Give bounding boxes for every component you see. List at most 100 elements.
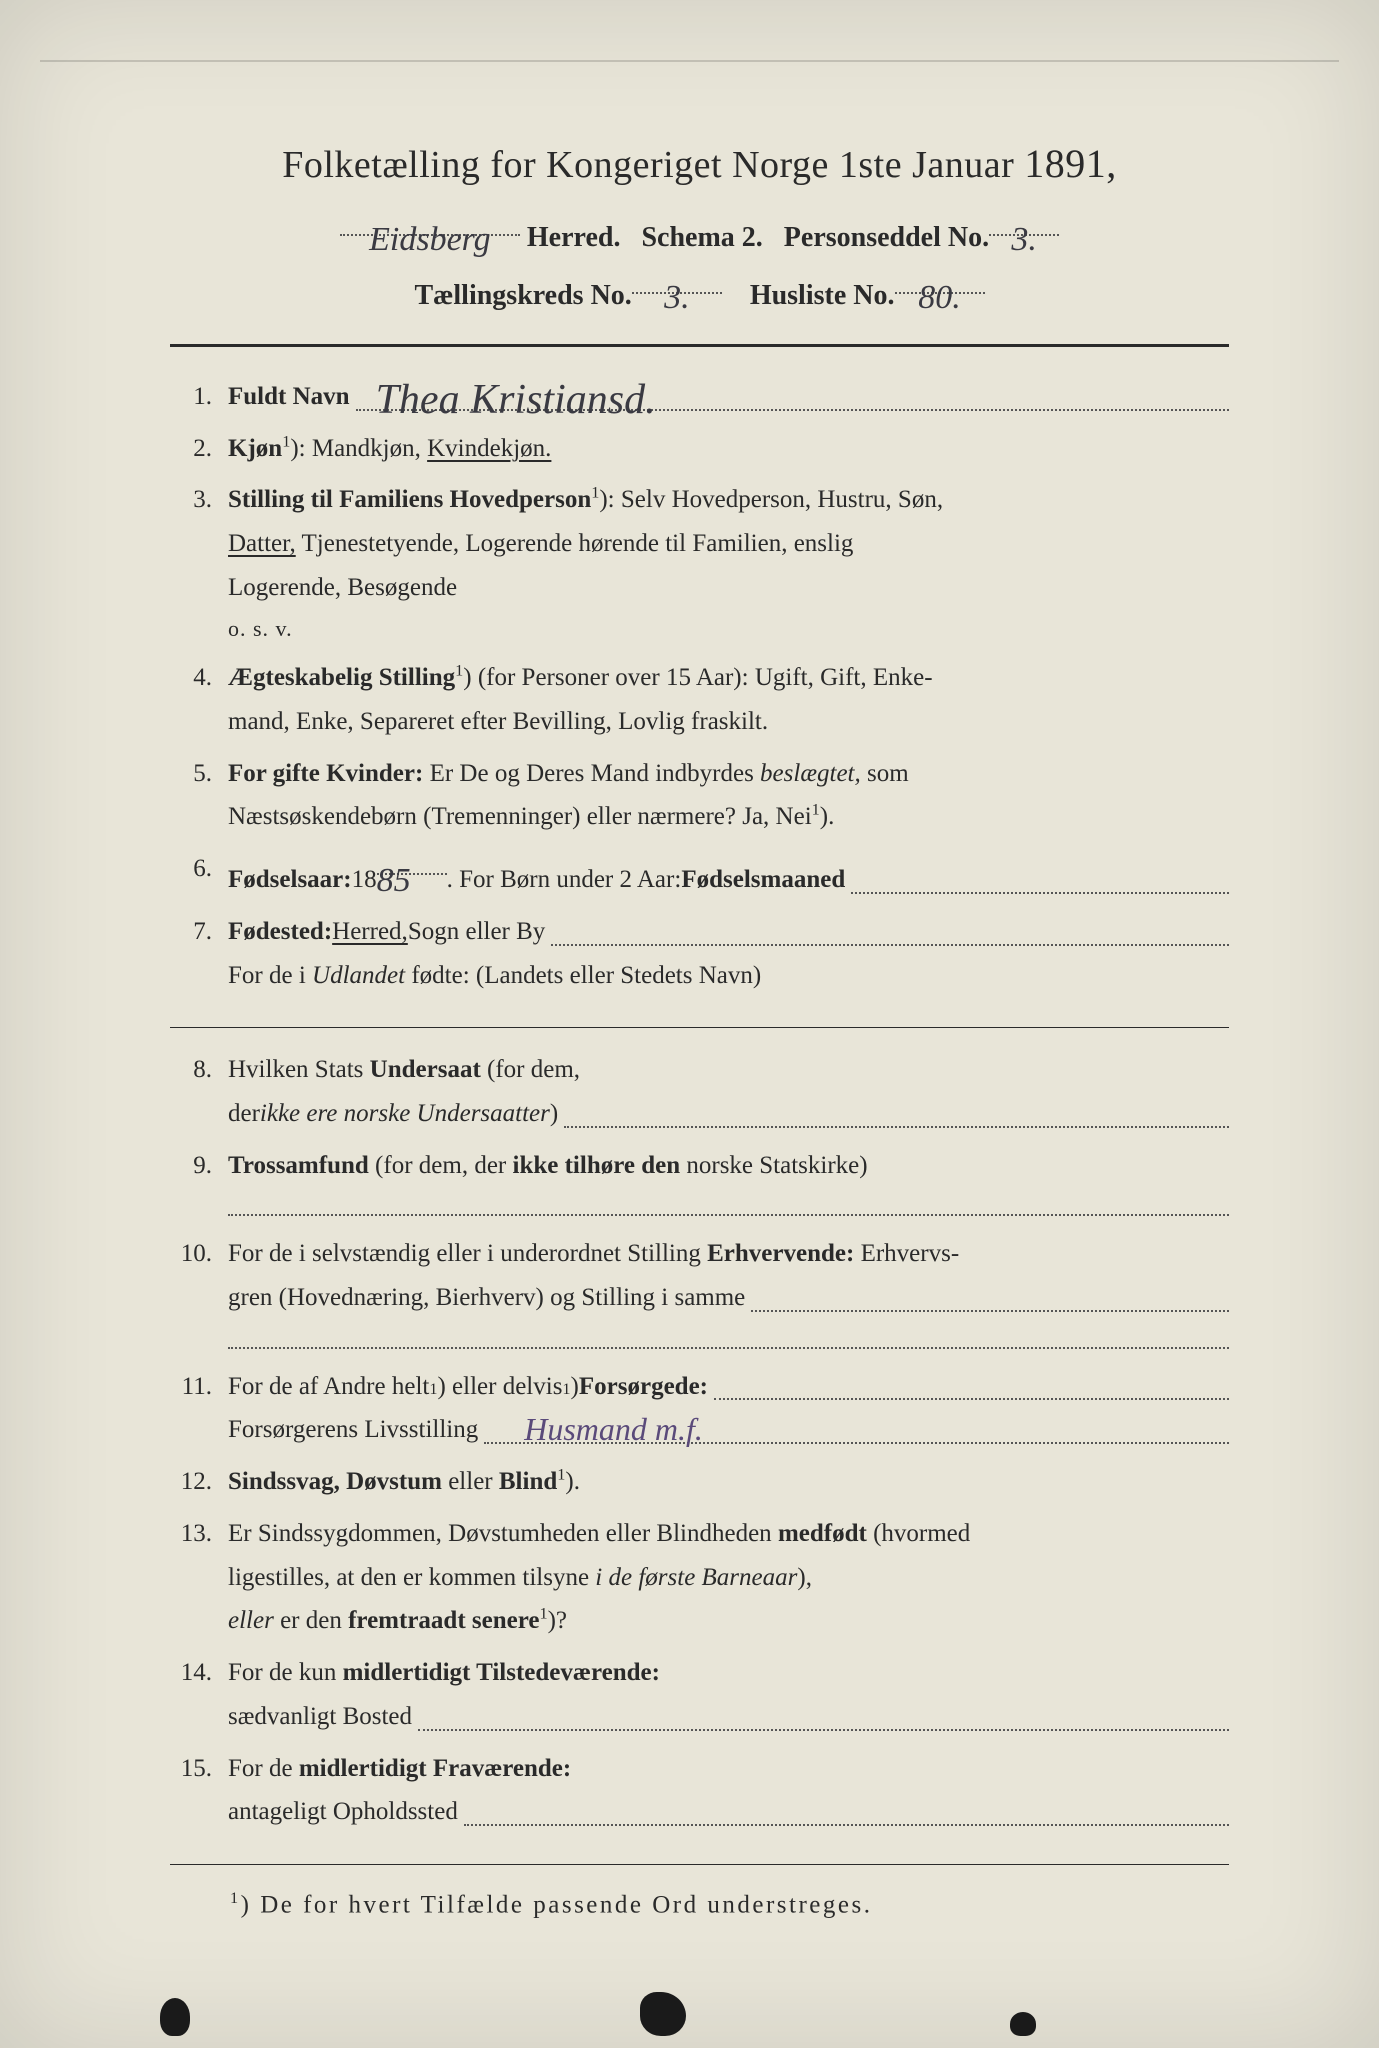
field-label: Erhvervende: — [707, 1240, 854, 1267]
row-11-provider: 11. For de af Andre helt1) eller delvis1… — [170, 1365, 1229, 1453]
text: som — [861, 760, 909, 787]
sup: 1 — [562, 1375, 570, 1403]
husliste-label: Husliste No. — [750, 280, 895, 311]
row-body: Er Sindssygdommen, Døvstumheden eller Bl… — [228, 1512, 1229, 1643]
field-label: Trossamfund — [228, 1152, 369, 1179]
field-label: Fødested: — [228, 910, 332, 954]
line: For de midlertidigt Fraværende: — [228, 1747, 1229, 1791]
text: ): Mandkjøn, — [290, 435, 427, 462]
line: Fødested: Herred, Sogn eller By — [228, 910, 1229, 954]
line: For de i selvstændig eller i underordnet… — [228, 1232, 1229, 1276]
row-body: Sindssvag, Døvstum eller Blind1). — [228, 1460, 1229, 1504]
header-line-3: Tællingskreds No.3. Husliste No.80. — [170, 263, 1229, 321]
row-body: For gifte Kvinder: Er De og Deres Mand i… — [228, 752, 1229, 840]
line: Hvilken Stats Undersaat (for dem, — [228, 1048, 1229, 1092]
bold: ikke tilhøre den — [513, 1152, 681, 1179]
row-body: For de kun midlertidigt Tilstedeværende:… — [228, 1651, 1229, 1739]
italic: Udlandet — [312, 962, 405, 989]
footer-divider — [170, 1864, 1229, 1865]
text: ) (for Personer over 15 Aar): Ugift, Gif… — [463, 664, 932, 691]
form-header: Folketælling for Kongeriget Norge 1ste J… — [170, 140, 1229, 322]
text: (for dem, der — [369, 1152, 513, 1179]
form-rows: 1. Fuldt Navn Thea Kristiansd. 2. Kjøn1)… — [170, 375, 1229, 1834]
row-num: 8. — [170, 1048, 228, 1092]
line: Datter, Tjenestetyende, Logerende hørend… — [228, 522, 1229, 566]
row-num: 2. — [170, 427, 228, 471]
paper-damage-icon — [1010, 2012, 1036, 2036]
row-3-relation: 3. Stilling til Familiens Hovedperson1):… — [170, 478, 1229, 648]
text: Er De og Deres Mand indbyrdes — [423, 760, 760, 787]
name-value: Thea Kristiansd. — [376, 364, 656, 438]
row-12-disability: 12. Sindssvag, Døvstum eller Blind1). — [170, 1460, 1229, 1504]
line: Stilling til Familiens Hovedperson1): Se… — [228, 478, 1229, 522]
text: ) — [550, 1092, 558, 1136]
italic: i de første Barneaar — [595, 1564, 797, 1591]
row-15-absent: 15. For de midlertidigt Fraværende: anta… — [170, 1747, 1229, 1835]
kreds-no-value: 3. — [664, 279, 690, 316]
text: ligestilles, at den er kommen tilsyne — [228, 1564, 595, 1591]
field-label: For gifte Kvinder: — [228, 760, 423, 787]
text: For de kun — [228, 1659, 343, 1686]
provider-field-2: Husmand m.f. — [484, 1415, 1229, 1444]
field-label: midlertidigt Tilstedeværende: — [343, 1659, 660, 1686]
line — [228, 1320, 1229, 1357]
sup: 1 — [539, 1605, 547, 1623]
paper-damage-icon — [640, 1992, 686, 2036]
section-divider — [170, 1027, 1229, 1028]
whereabouts-field — [464, 1797, 1229, 1826]
line: Forsørgerens Livsstilling Husmand m.f. — [228, 1408, 1229, 1452]
line: For gifte Kvinder: Er De og Deres Mand i… — [228, 752, 1229, 796]
text: Sogn eller By — [408, 910, 546, 954]
citizen-field — [564, 1099, 1229, 1128]
kreds-label: Tællingskreds No. — [414, 280, 631, 311]
field-label: medfødt — [778, 1520, 867, 1547]
field-label: Fødselsmaaned — [681, 858, 845, 902]
row-body: Fødselsaar: 1885 . For Børn under 2 Aar:… — [228, 847, 1229, 902]
row-9-religion: 9. Trossamfund (for dem, der ikke tilhør… — [170, 1144, 1229, 1225]
row-4-marital: 4. Ægteskabelig Stilling1) (for Personer… — [170, 656, 1229, 744]
herred-field: Eidsberg — [340, 205, 520, 236]
line: Er Sindssygdommen, Døvstumheden eller Bl… — [228, 1512, 1229, 1556]
row-13-congenital: 13. Er Sindssygdommen, Døvstumheden elle… — [170, 1512, 1229, 1643]
line: Logerende, Besøgende — [228, 566, 1229, 610]
text: ). — [565, 1468, 580, 1495]
line: eller er den fremtraadt senere1)? — [228, 1599, 1229, 1643]
text: Tjenestetyende, Logerende hørende til Fa… — [296, 530, 854, 557]
person-no-field: 3. — [989, 205, 1059, 236]
selected-value: Kvindekjøn. — [427, 435, 551, 462]
header-title: Folketælling for Kongeriget Norge 1ste J… — [170, 140, 1229, 187]
field-label: fremtraadt senere — [348, 1607, 539, 1634]
selected-value: Datter, — [228, 530, 296, 557]
row-body: Trossamfund (for dem, der ikke tilhøre d… — [228, 1144, 1229, 1225]
line-osv: o. s. v. — [228, 610, 1229, 649]
text: Næstsøskendebørn (Tremenninger) eller næ… — [228, 803, 812, 830]
line: Ægteskabelig Stilling1) (for Personer ov… — [228, 656, 1229, 700]
row-8-citizenship: 8. Hvilken Stats Undersaat (for dem, der… — [170, 1048, 1229, 1136]
footnote-sup: 1 — [230, 1889, 241, 1907]
provider-value: Husmand m.f. — [524, 1401, 703, 1457]
header-divider — [170, 344, 1229, 347]
line: sædvanligt Bosted — [228, 1695, 1229, 1739]
line: ligestilles, at den er kommen tilsyne i … — [228, 1556, 1229, 1600]
line: Næstsøskendebørn (Tremenninger) eller næ… — [228, 795, 1229, 839]
row-num: 5. — [170, 752, 228, 796]
kreds-no-field: 3. — [632, 263, 722, 294]
text: For de — [228, 1755, 299, 1782]
census-form-page: Folketælling for Kongeriget Norge 1ste J… — [0, 0, 1379, 2048]
row-body: For de midlertidigt Fraværende: antageli… — [228, 1747, 1229, 1835]
row-body: Ægteskabelig Stilling1) (for Personer ov… — [228, 656, 1229, 744]
line: For de i Udlandet fødte: (Landets eller … — [228, 954, 1229, 998]
text: For de i selvstændig eller i underordnet… — [228, 1240, 707, 1267]
footnote-text: ) De for hvert Tilfælde passende Ord und… — [241, 1891, 873, 1918]
line: For de af Andre helt1) eller delvis1) Fo… — [228, 1365, 1229, 1409]
text: Forsørgerens Livsstilling — [228, 1408, 478, 1452]
footnote: 1) De for hvert Tilfælde passende Ord un… — [230, 1889, 1229, 1919]
sup: 1 — [429, 1375, 437, 1403]
text: . For Børn under 2 Aar: — [447, 858, 682, 902]
field-label: Undersaat — [370, 1056, 481, 1083]
field-label: Ægteskabelig Stilling — [228, 664, 455, 691]
text: antageligt Opholdssted — [228, 1790, 458, 1834]
title-text: Folketælling for Kongeriget Norge 1ste J… — [282, 144, 1014, 186]
text: Er Sindssygdommen, Døvstumheden eller Bl… — [228, 1520, 778, 1547]
row-7-birthplace: 7. Fødested: Herred, Sogn eller By For d… — [170, 910, 1229, 998]
